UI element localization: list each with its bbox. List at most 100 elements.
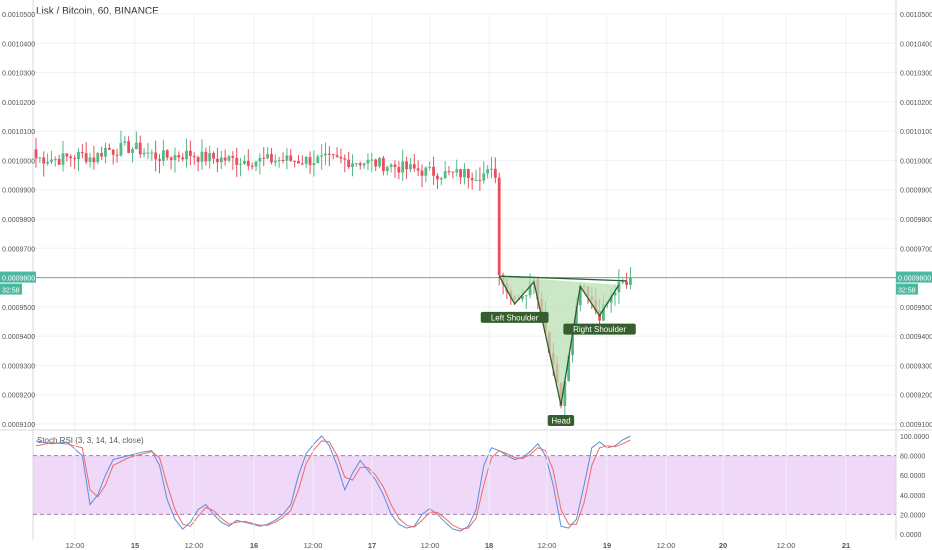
candle-body [123,141,127,143]
candle-body [354,163,358,165]
candle-body [231,156,235,158]
x-tick-label: 16 [250,541,258,550]
candle-body [617,281,621,293]
x-tick-label: 12:00 [304,541,323,550]
y-tick-label-left: 0.0010100 [2,129,35,136]
candle-body [300,163,304,165]
x-tick-label: 18 [485,541,493,550]
y-tick-label-left: 0.0009700 [2,246,35,253]
rsi-band [33,455,896,515]
y-tick-label-left: 0.0009100 [2,422,35,429]
candle-body [331,154,335,156]
price-tag-value-left: 0.0009600 [2,276,35,283]
candle-body [382,157,385,172]
candle-body [497,177,501,275]
candle-body [84,153,88,162]
candle-body [142,152,146,155]
candle-body [80,152,84,154]
candle-body [428,166,432,168]
x-tick-label: 12:00 [66,541,85,550]
candle-body [165,150,169,158]
pattern-label-bg [547,414,575,426]
candle-body [563,381,567,406]
candle-body [374,159,378,167]
candle-body [42,157,46,164]
candle-body [412,164,416,169]
inverse-hs-pattern: Left Shoulder Head Right Shoulder [480,275,636,426]
x-tick-label: 12:00 [185,541,204,550]
y-tick-label-right: 0.0009100 [900,422,932,429]
price-tag-bg-left [0,271,36,283]
countdown-value-right: 32:58 [898,288,916,295]
rsi-tick-label: 0.0000 [900,532,922,539]
candle-body [351,163,354,167]
candle-body [621,281,625,283]
candle-body [61,153,65,165]
candle-body [281,159,285,161]
candle-body [65,153,69,157]
candle-body [189,150,192,156]
pattern-fill [499,276,619,405]
pattern-label: Right Shoulder [573,325,626,334]
candle-body [490,168,493,170]
candle-body [424,167,428,176]
candle-body [92,157,96,163]
candle-body [327,153,331,155]
y-tick-label-right: 0.0010400 [900,41,932,48]
x-axis: 12:00 15 12:00 16 12:00 17 12:00 18 12:00 19 12:00… [66,430,850,550]
candle-body [297,161,300,164]
candle-body [339,156,343,159]
candle-body [138,142,142,155]
candle-body [46,162,49,164]
countdown-bg-right [896,283,918,295]
pattern-label-bg [563,323,636,335]
candle-body [208,153,212,162]
candle-body [613,292,617,296]
candle-body [96,153,100,163]
candle-body [439,178,443,180]
candle-body [567,355,571,382]
candle-body [366,159,370,164]
candle-body [378,157,381,167]
candle-body [107,147,111,150]
x-tick-label: 12:00 [657,541,676,550]
candle-body [420,170,424,176]
candle-body [200,151,204,162]
candle-body [258,157,262,162]
y-tick-label-right: 0.0009800 [900,217,932,224]
rsi-tick-label: 40.0000 [900,493,925,500]
candle-body [393,164,397,168]
y-tick-label-right: 0.0009400 [900,334,932,341]
x-tick-label: 19 [603,541,611,550]
candle-body [223,157,227,161]
candle-body [57,158,61,165]
pattern-label: Head [551,416,570,425]
y-tick-label-left: 0.0009500 [2,305,35,312]
candle-body [254,161,258,167]
candle-body [629,277,632,285]
y-tick-label-right: 0.0010000 [900,158,932,165]
countdown-value-left: 32:58 [2,288,20,295]
rsi-tick-label: 20.0000 [900,512,925,519]
pattern-label: Left Shoulder [491,313,539,322]
candle-body [104,147,107,157]
candle-body [482,173,486,181]
candle-body [227,156,231,161]
candle-body [115,154,119,156]
candle-body [204,151,208,162]
candle-body [401,161,405,173]
candle-body [270,154,273,163]
candle-body [447,171,451,173]
rsi-tick-label: 60.0000 [900,473,925,480]
candle-body [219,157,223,163]
price-tag-value-right: 0.0009600 [898,276,931,283]
y-tick-label-left: 0.0010300 [2,71,35,78]
candle-body [88,157,92,162]
candle-body [524,295,528,297]
candle-body [289,155,293,161]
y-tick-label-right: 0.0010300 [900,71,932,78]
candle-body [53,158,57,160]
candle-body [212,153,215,159]
candle-body [324,153,327,156]
